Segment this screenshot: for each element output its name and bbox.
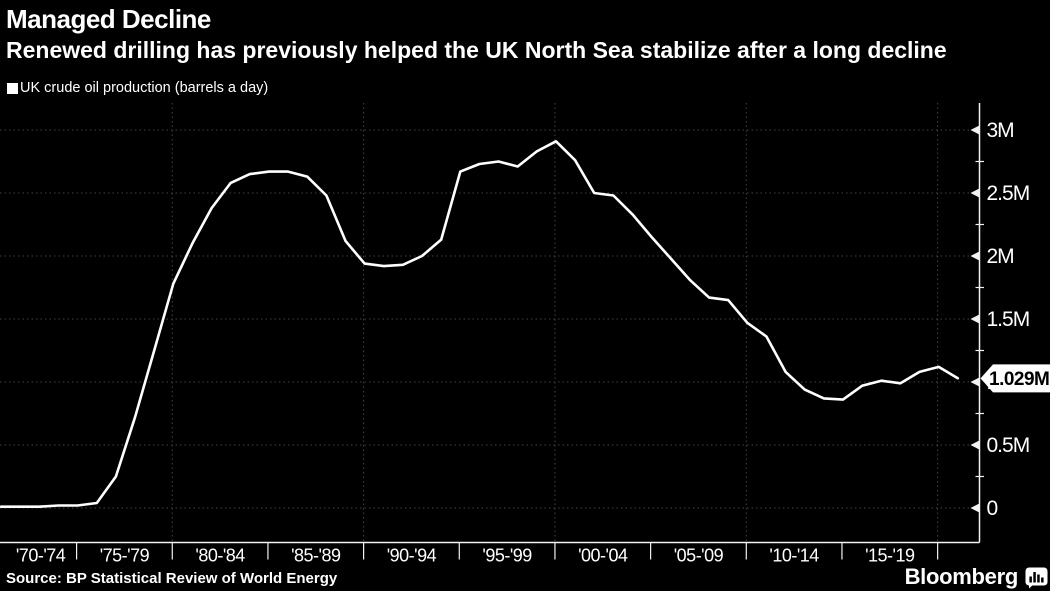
y-tick-arrow <box>970 377 980 387</box>
chart-subtitle: Renewed drilling has previously helped t… <box>6 37 947 63</box>
y-tick-label: 2.5M <box>987 182 1030 205</box>
last-value-badge <box>980 364 1050 393</box>
x-tick-label: '05-'09 <box>674 546 724 566</box>
y-tick-label: 0 <box>987 497 998 520</box>
source-note: Source: BP Statistical Review of World E… <box>6 570 338 587</box>
y-tick-label: 2M <box>987 245 1014 268</box>
legend-marker-icon <box>7 82 18 94</box>
y-tick-arrow <box>970 314 980 324</box>
x-tick-label: '70-'74 <box>16 546 66 566</box>
legend-label: UK crude oil production (barrels a day) <box>20 80 269 96</box>
y-tick-label: 3M <box>987 119 1014 142</box>
x-tick-label: '15-'19 <box>865 546 915 566</box>
y-tick-label: 1.5M <box>987 308 1030 331</box>
y-tick-label: 0.5M <box>987 434 1030 457</box>
x-tick-label: '95-'99 <box>482 546 532 566</box>
y-tick-arrow <box>970 503 980 513</box>
bloomberg-wordmark: Bloomberg <box>904 564 1019 589</box>
y-tick-arrow <box>970 251 980 261</box>
bloomberg-logo: Bloomberg <box>905 564 1048 590</box>
x-tick-label: '00-'04 <box>578 546 628 566</box>
data-line <box>0 140 960 509</box>
y-tick-arrow <box>970 125 980 135</box>
y-tick-arrow <box>970 440 980 450</box>
page-title: Managed Decline <box>6 4 211 34</box>
legend: UK crude oil production (barrels a day) <box>7 80 268 96</box>
x-tick-label: '75-'79 <box>100 546 150 566</box>
y-tick-arrow <box>970 188 980 198</box>
x-tick-label: '90-'94 <box>387 546 437 566</box>
x-tick-label: '85-'89 <box>291 546 341 566</box>
x-tick-label: '10-'14 <box>769 546 819 566</box>
last-value-label: 1.029M <box>989 369 1049 390</box>
bloomberg-terminal-icon <box>1025 567 1048 589</box>
x-tick-label: '80-'84 <box>195 546 245 566</box>
